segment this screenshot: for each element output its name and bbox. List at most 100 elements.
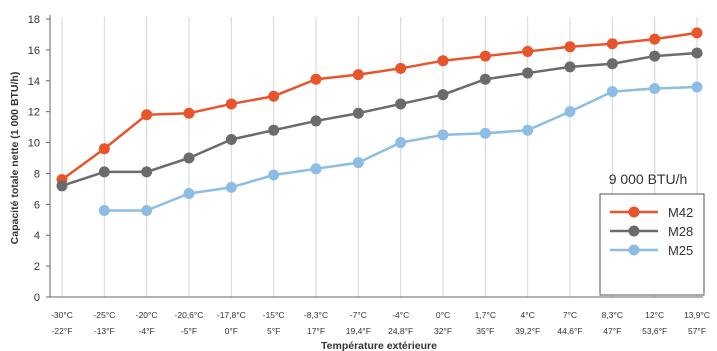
x-tick-label: -20,6°C: [175, 310, 204, 320]
data-point-m42: [352, 69, 364, 81]
data-point-m28: [649, 50, 661, 62]
data-point-m25: [606, 86, 618, 98]
data-point-m28: [522, 67, 534, 79]
data-point-m42: [268, 90, 280, 102]
data-point-m42: [522, 45, 534, 57]
x-tick-label: 5°F: [267, 326, 280, 336]
data-point-m25: [691, 81, 703, 93]
x-tick-label: 13,9°C: [684, 310, 710, 320]
y-tick-label: 18: [28, 14, 40, 26]
data-point-m28: [183, 152, 195, 164]
x-axis-title: Température extérieure: [321, 340, 437, 351]
data-point-m28: [352, 107, 364, 119]
y-tick-label: 8: [34, 168, 40, 180]
legend-label-m42: M42: [668, 205, 693, 220]
x-tick-label: -15°C: [263, 310, 285, 320]
x-tick-label: 1,7°C: [475, 310, 496, 320]
data-point-m42: [310, 73, 322, 85]
axes: 0 2 4 6 8 10 12 14 16 18 -30°C -22°F -25°C -13°F -20°C…: [9, 14, 710, 351]
y-tick-label: 0: [34, 292, 40, 304]
data-point-m25: [479, 127, 491, 139]
x-tick-label: 35°F: [476, 326, 494, 336]
data-series: [56, 27, 703, 217]
y-tick-label: 2: [34, 261, 40, 273]
x-tick-label: 0°F: [225, 326, 238, 336]
x-tick-label: 8,3°C: [602, 310, 623, 320]
data-point-m25: [437, 129, 449, 141]
data-point-m42: [183, 107, 195, 119]
data-point-m25: [268, 169, 280, 181]
data-point-m42: [437, 55, 449, 67]
data-point-m28: [141, 166, 153, 178]
y-tick-label: 10: [28, 138, 40, 150]
y-tick-label: 14: [28, 76, 40, 88]
data-point-m42: [141, 109, 153, 121]
data-point-m28: [395, 98, 407, 110]
data-point-m28: [268, 124, 280, 136]
x-tick-label: 44,6°F: [557, 326, 582, 336]
data-point-m25: [395, 137, 407, 149]
legend-label-m28: M28: [668, 224, 693, 239]
data-point-m42: [225, 98, 237, 110]
x-tick-label: 39,2°F: [515, 326, 540, 336]
data-point-m28: [437, 89, 449, 101]
legend: 9 000 BTU/h M42 M28 M25: [599, 171, 705, 296]
data-point-m28: [564, 61, 576, 73]
data-point-m28: [606, 58, 618, 70]
x-tick-label: 32°F: [434, 326, 452, 336]
data-point-m28: [56, 180, 68, 192]
x-tick-label: -25°C: [93, 310, 115, 320]
data-point-m25: [141, 205, 153, 217]
legend-marker-m28: [628, 225, 640, 237]
x-tick-label: -5°F: [181, 326, 197, 336]
data-point-m25: [649, 83, 661, 94]
x-tick-label: 24,8°F: [388, 326, 413, 336]
x-tick-label: -30°C: [51, 310, 73, 320]
x-tick-label: 7°C: [563, 310, 577, 320]
data-point-m25: [183, 188, 195, 200]
legend-marker-m42: [628, 206, 640, 218]
data-point-m42: [479, 50, 491, 62]
data-point-m42: [395, 62, 407, 74]
x-tick-label: 57°F: [688, 326, 706, 336]
x-tick-label: 47°F: [603, 326, 621, 336]
data-point-m25: [352, 157, 364, 169]
data-point-m25: [98, 205, 110, 217]
legend-marker-m25: [628, 244, 640, 256]
y-tick-label: 4: [34, 230, 40, 242]
data-point-m42: [691, 27, 703, 39]
data-point-m28: [479, 73, 491, 85]
data-point-m28: [98, 166, 110, 178]
x-tick-label: -7°C: [350, 310, 367, 320]
x-tick-label: 19,4°F: [346, 326, 371, 336]
y-axis-title: Capacité totale nette (1 000 BTU/h): [9, 72, 21, 245]
x-tick-label: 0°C: [436, 310, 450, 320]
y-tick-label: 12: [28, 107, 40, 119]
data-point-m25: [564, 106, 576, 118]
data-point-m42: [606, 38, 618, 50]
x-tick-label: -20°C: [136, 310, 158, 320]
data-point-m42: [98, 143, 110, 155]
x-tick-label: 53,6°F: [642, 326, 667, 336]
x-tick-label: -8,3°C: [304, 310, 328, 320]
data-point-m28: [691, 47, 703, 59]
series-line-m42: [61, 31, 698, 181]
data-point-m25: [310, 163, 322, 175]
x-tick-label: -17,8°C: [217, 310, 246, 320]
data-point-m25: [225, 181, 237, 193]
legend-label-m25: M25: [668, 243, 693, 258]
series-line-m28: [61, 51, 698, 187]
y-tick-label: 16: [28, 45, 40, 57]
x-tick-label: -4°C: [392, 310, 409, 320]
x-tick-label: 12°C: [645, 310, 664, 320]
x-tick-label: 4°C: [521, 310, 535, 320]
data-point-m25: [522, 124, 534, 136]
legend-title: 9 000 BTU/h: [609, 171, 688, 187]
x-tick-label: 17°F: [307, 326, 325, 336]
x-tick-label: -13°F: [94, 326, 115, 336]
data-point-m42: [649, 33, 661, 45]
data-point-m42: [564, 41, 576, 53]
x-tick-label: -22°F: [52, 326, 73, 336]
x-tick-label: -4°F: [139, 326, 155, 336]
